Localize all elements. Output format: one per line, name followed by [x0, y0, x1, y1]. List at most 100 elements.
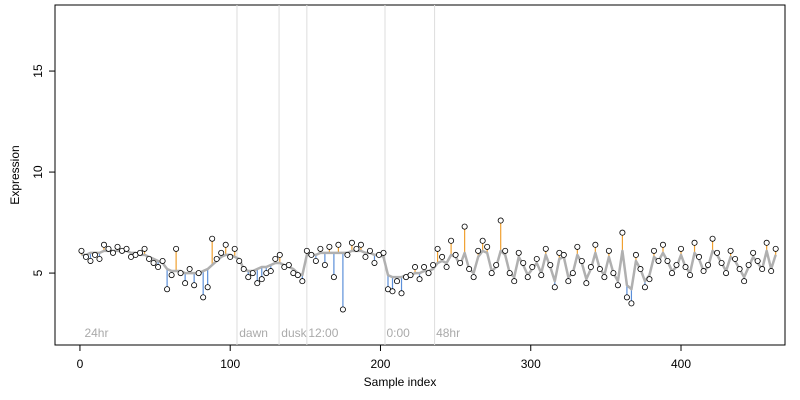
point: [520, 259, 527, 266]
point: [155, 264, 162, 271]
point: [529, 264, 536, 271]
point: [213, 255, 220, 262]
point: [434, 245, 441, 252]
point: [479, 237, 486, 244]
point: [173, 245, 180, 252]
point: [682, 264, 689, 271]
point: [87, 257, 94, 264]
x-tick-label: 300: [521, 357, 541, 371]
point: [110, 249, 117, 256]
point: [592, 241, 599, 248]
point: [348, 239, 355, 246]
point: [655, 257, 662, 264]
point: [614, 282, 621, 289]
point: [421, 264, 428, 271]
point: [326, 243, 333, 250]
point: [430, 261, 437, 268]
point: [398, 290, 405, 297]
point: [461, 223, 468, 230]
point: [186, 266, 193, 273]
point: [457, 259, 464, 266]
point: [258, 276, 265, 283]
point: [596, 266, 603, 273]
point: [646, 276, 653, 283]
point: [407, 272, 414, 279]
point: [700, 268, 707, 275]
annotation: 48hr: [436, 326, 460, 340]
annotation: 24hr: [84, 326, 108, 340]
point: [741, 278, 748, 285]
point: [723, 270, 730, 277]
point: [299, 278, 306, 285]
point: [200, 294, 207, 301]
point: [565, 278, 572, 285]
point: [168, 272, 175, 279]
point: [285, 261, 292, 268]
plot-box: [54, 4, 786, 346]
point: [687, 272, 694, 279]
point: [623, 294, 630, 301]
point: [191, 282, 198, 289]
point: [317, 245, 324, 252]
point: [578, 257, 585, 264]
point: [245, 274, 252, 281]
point: [78, 247, 85, 254]
point: [524, 274, 531, 281]
point: [114, 243, 121, 250]
point: [380, 249, 387, 256]
x-tick-label: 200: [370, 357, 390, 371]
point: [511, 278, 518, 285]
point: [664, 257, 671, 264]
point: [164, 286, 171, 293]
point: [443, 264, 450, 271]
point: [668, 270, 675, 277]
point: [344, 251, 351, 258]
point: [448, 237, 455, 244]
point: [330, 274, 337, 281]
point: [231, 245, 238, 252]
point: [641, 284, 648, 291]
point: [141, 245, 148, 252]
point: [218, 249, 225, 256]
point: [236, 257, 243, 264]
point: [339, 306, 346, 313]
point: [542, 245, 549, 252]
annotation: dawn: [239, 326, 268, 340]
point: [204, 284, 211, 291]
point: [610, 270, 617, 277]
point: [551, 284, 558, 291]
point: [227, 253, 234, 260]
point: [691, 239, 698, 246]
point: [759, 266, 766, 273]
point: [416, 276, 423, 283]
point: [146, 255, 153, 262]
point: [82, 253, 89, 260]
point: [714, 249, 721, 256]
point: [619, 229, 626, 236]
x-tick-label: 400: [671, 357, 691, 371]
point: [222, 241, 229, 248]
point: [601, 274, 608, 281]
point: [150, 259, 157, 266]
point: [583, 280, 590, 287]
point: [605, 247, 612, 254]
point: [502, 247, 509, 254]
point: [303, 247, 310, 254]
point: [705, 261, 712, 268]
point: [272, 255, 279, 262]
annotation: dusk: [281, 326, 307, 340]
x-tick-label: 100: [220, 357, 240, 371]
y-tick-label: 5: [31, 269, 45, 276]
x-axis-label: Sample index: [364, 375, 437, 389]
point: [533, 255, 540, 262]
point: [484, 243, 491, 250]
point: [718, 259, 725, 266]
annotation: 0:00: [386, 326, 410, 340]
point: [96, 255, 103, 262]
point: [182, 280, 189, 287]
point: [745, 261, 752, 268]
point: [389, 288, 396, 295]
point: [267, 268, 274, 275]
point: [497, 217, 504, 224]
point: [357, 241, 364, 248]
